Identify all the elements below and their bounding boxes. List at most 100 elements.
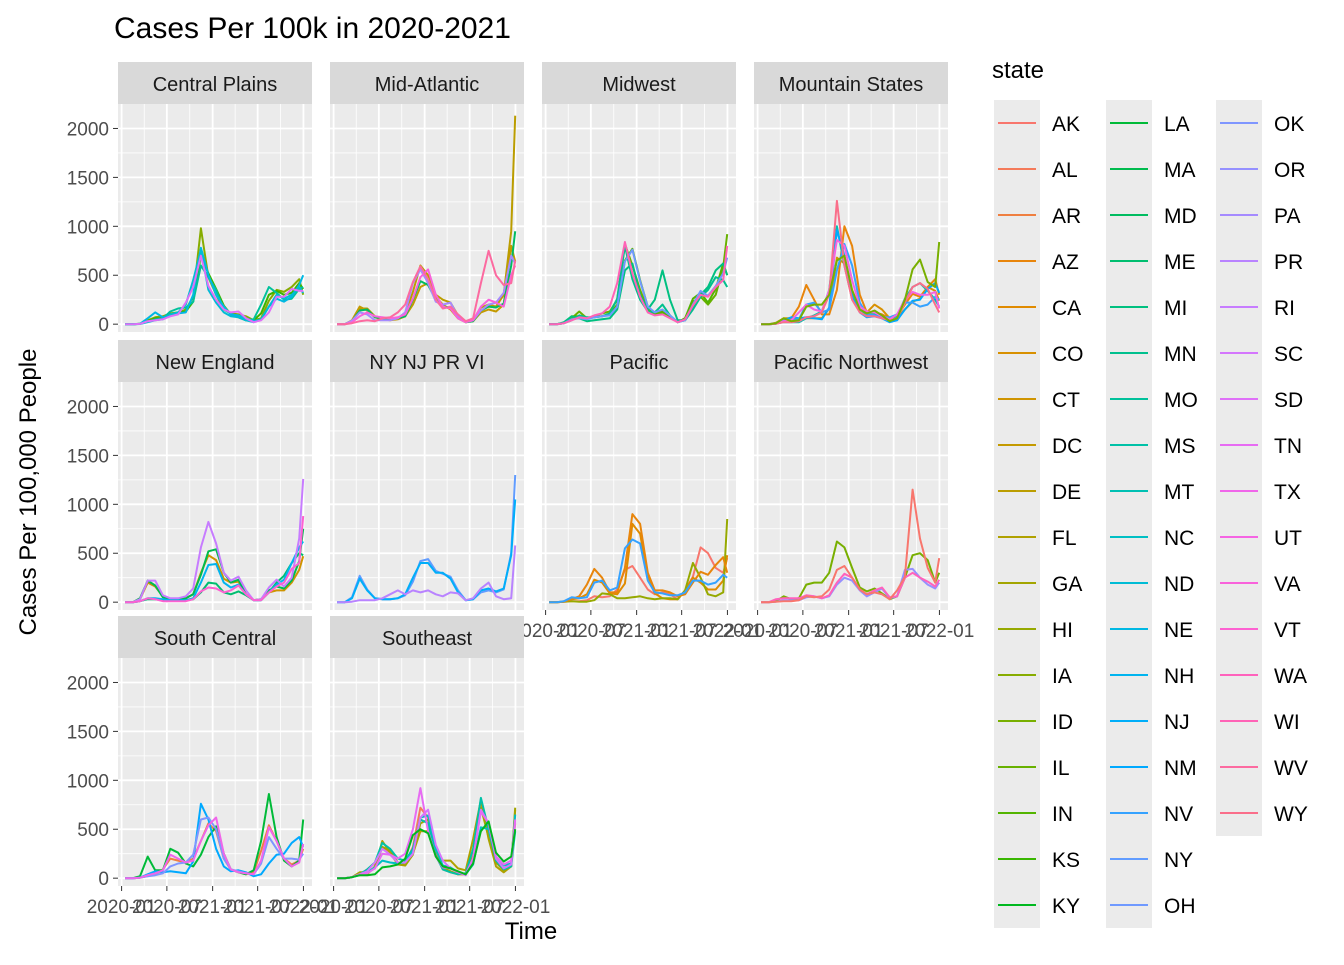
panel-background	[330, 104, 524, 332]
y-tick-label: 1000	[67, 217, 109, 238]
facet-strip-label: New England	[156, 352, 275, 374]
y-tick-label: 1500	[67, 722, 109, 743]
facet-strip-label: Pacific	[610, 352, 669, 374]
legend-item: AZ	[998, 251, 1079, 274]
y-tick-label: 1500	[67, 446, 109, 467]
x-tick-label: 2020-07	[132, 897, 202, 918]
series-line-la	[125, 793, 305, 880]
y-tick-label: 500	[77, 820, 109, 841]
legend-item: WI	[1220, 711, 1300, 734]
legend-label: AZ	[1052, 251, 1079, 274]
facet-panel: NY NJ PR VI	[330, 340, 524, 610]
facet-strip	[754, 62, 948, 104]
legend-label: MI	[1164, 297, 1187, 320]
facet-strip-label: Mid-Atlantic	[375, 74, 479, 96]
legend-label: MN	[1164, 343, 1197, 366]
x-tick-label: 2020-01	[299, 897, 369, 918]
x-tick-label: 2020-07	[768, 621, 838, 642]
legend-label: DE	[1052, 481, 1081, 504]
legend-label: ID	[1052, 711, 1073, 734]
legend-item: CO	[998, 343, 1084, 366]
legend-label: OK	[1274, 113, 1304, 136]
legend-item: KS	[998, 849, 1080, 872]
legend-item: NH	[1110, 665, 1194, 688]
panel-background	[118, 658, 312, 886]
legend-item: MN	[1110, 343, 1197, 366]
facet-panel: Southeast 2020-012020-072021-012021-07202…	[299, 616, 550, 918]
x-tick-label: 2020-01	[511, 621, 581, 642]
series-line-hi	[549, 518, 729, 604]
legend-label: AK	[1052, 113, 1080, 136]
y-tick-label: 1000	[67, 771, 109, 792]
legend-label: CA	[1052, 297, 1081, 320]
legend-key-column	[994, 100, 1040, 928]
series-line-tx	[125, 816, 305, 880]
legend-label: WI	[1274, 711, 1300, 734]
facet-panel: South Central 0 500 1000 1500 2000 2020-012020…	[67, 616, 338, 918]
y-tick-label: 2000	[67, 119, 109, 140]
legend-label: NJ	[1164, 711, 1190, 734]
legend-label: HI	[1052, 619, 1073, 642]
legend-label: MD	[1164, 205, 1197, 228]
facet-panels: Central Plains 0 500 1000 1500 2000 Mid-Atlant…	[67, 62, 974, 918]
legend-label: PR	[1274, 251, 1303, 274]
y-tick-label: 1500	[67, 168, 109, 189]
legend-item: WY	[1220, 803, 1308, 826]
legend-label: GA	[1052, 573, 1082, 596]
series-line-mn	[549, 244, 729, 326]
series-line-ky	[337, 820, 517, 880]
legend-label: DC	[1052, 435, 1082, 458]
legend-item: OK	[1220, 113, 1304, 136]
series-line-wv	[337, 249, 517, 326]
legend-item: NE	[1110, 619, 1193, 642]
y-tick-label: 0	[98, 869, 109, 890]
legend-label: MO	[1164, 389, 1198, 412]
series-line-pa	[337, 254, 517, 326]
series-line-wy	[761, 199, 941, 326]
legend-label: TX	[1274, 481, 1301, 504]
legend-item: CT	[998, 389, 1080, 412]
legend-label: AL	[1052, 159, 1078, 182]
legend-label: CO	[1052, 343, 1084, 366]
legend-label: NE	[1164, 619, 1193, 642]
facet-panel: Midwest	[542, 62, 736, 332]
legend-item: TN	[1220, 435, 1302, 458]
series-line-id	[761, 241, 941, 326]
legend-label: NV	[1164, 803, 1193, 826]
legend-label: OH	[1164, 895, 1196, 918]
facet-strip-label: Southeast	[382, 628, 473, 650]
x-tick-label: 2020-07	[344, 897, 414, 918]
legend-label: WV	[1274, 757, 1308, 780]
facet-strip-label: South Central	[154, 628, 276, 650]
legend-item: ND	[1110, 573, 1194, 596]
facet-strip	[754, 340, 948, 382]
legend-item: AR	[998, 205, 1081, 228]
facet-panel: Central Plains 0 500 1000 1500 2000	[67, 62, 312, 336]
legend-item: MA	[1110, 159, 1196, 182]
legend-label: IA	[1052, 665, 1072, 688]
y-tick-label: 0	[98, 593, 109, 614]
legend-item: IA	[998, 665, 1072, 688]
legend-item: MO	[1110, 389, 1198, 412]
y-tick-label: 2000	[67, 673, 109, 694]
x-tick-label: 2021-07	[435, 897, 505, 918]
facet-strip	[118, 62, 312, 104]
legend-label: IN	[1052, 803, 1073, 826]
legend: state AK AL AR AZ CA CO CT DC DE FL GA HI IA ID IL IN KS…	[992, 57, 1308, 928]
facet-strip	[542, 62, 736, 104]
legend-item: PR	[1220, 251, 1303, 274]
legend-label: SD	[1274, 389, 1303, 412]
facet-panel: Pacific 2020-012020-072021-012021-072022-…	[511, 340, 762, 642]
legend-item: HI	[998, 619, 1073, 642]
facet-strip	[330, 62, 524, 104]
legend-item: SC	[1220, 343, 1303, 366]
legend-item: NY	[1110, 849, 1193, 872]
x-tick-label: 2020-01	[87, 897, 157, 918]
legend-key-column	[1106, 100, 1152, 928]
legend-label: NC	[1164, 527, 1194, 550]
legend-label: SC	[1274, 343, 1303, 366]
x-tick-label: 2021-01	[390, 897, 460, 918]
y-axis-title: Cases Per 100,000 People	[15, 349, 42, 636]
legend-item: FL	[998, 527, 1077, 550]
x-tick-label: 2021-07	[647, 621, 717, 642]
